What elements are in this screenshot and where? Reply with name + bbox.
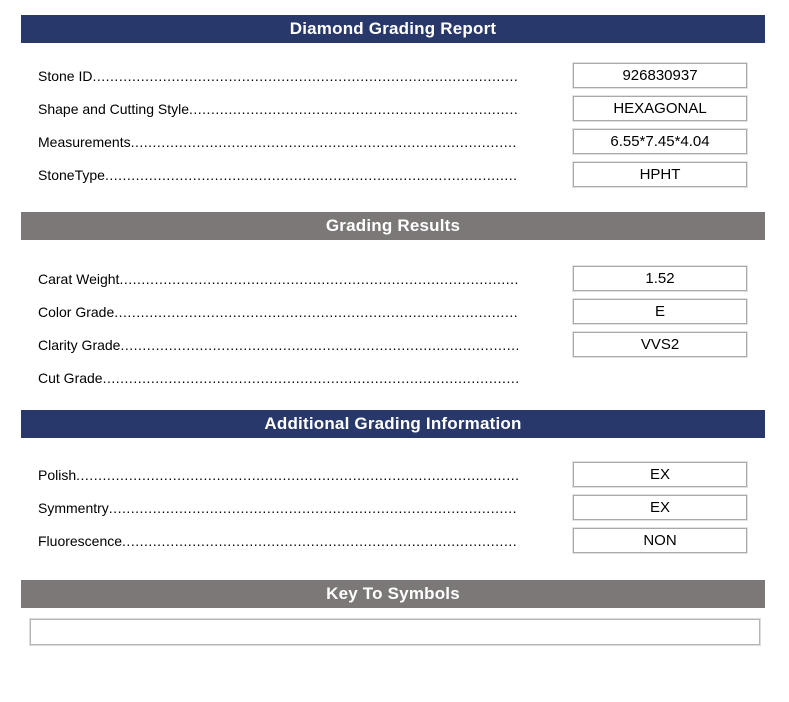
carat-weight-value-box[interactable]: 1.52 <box>572 265 748 292</box>
shape-cutting-style-value-box[interactable]: HEXAGONAL <box>572 95 748 122</box>
dotted-leader: ........................................… <box>120 336 518 353</box>
section-header-additional-grading-information: Additional Grading Information <box>21 410 765 438</box>
measurements-label: Measurements <box>38 133 131 150</box>
clarity-grade-label: Clarity Grade <box>38 336 121 353</box>
stone-type-label: StoneType <box>38 166 105 183</box>
key-to-symbols-box[interactable] <box>29 618 761 646</box>
dotted-leader: ........................................… <box>119 270 518 287</box>
dotted-leader: ........................................… <box>130 133 518 150</box>
field-row-clarity-grade: Clarity Grade ..........................… <box>38 331 789 358</box>
field-row-cut-grade: Cut Grade ..............................… <box>38 365 789 390</box>
section-header-diamond-grading-report: Diamond Grading Report <box>21 15 765 43</box>
symmetry-value-box[interactable]: EX <box>572 494 748 521</box>
dotted-leader: ........................................… <box>92 67 518 84</box>
dotted-leader: ........................................… <box>76 466 518 483</box>
field-label-cell: StoneType ..............................… <box>38 167 518 183</box>
dotted-leader: ........................................… <box>102 369 518 386</box>
color-grade-label: Color Grade <box>38 303 115 320</box>
color-grade-value-box[interactable]: E <box>572 298 748 325</box>
cut-grade-label: Cut Grade <box>38 369 103 386</box>
symmetry-label: Symmentry <box>38 499 109 516</box>
section-rows-report-info: Stone ID ...............................… <box>0 62 789 188</box>
field-label-cell: Stone ID ...............................… <box>38 68 518 84</box>
field-row-measurements: Measurements ...........................… <box>38 128 789 155</box>
measurements-value-box[interactable]: 6.55*7.45*4.04 <box>572 128 748 155</box>
field-row-carat-weight: Carat Weight ...........................… <box>38 265 789 292</box>
fluorescence-label: Fluorescence <box>38 532 123 549</box>
field-label-cell: Color Grade ............................… <box>38 304 518 320</box>
dotted-leader: ........................................… <box>189 100 518 117</box>
field-row-fluorescence: Fluorescence ...........................… <box>38 527 789 554</box>
dotted-leader: ........................................… <box>122 532 518 549</box>
field-label-cell: Symmentry ..............................… <box>38 500 518 516</box>
field-label-cell: Cut Grade ..............................… <box>38 370 518 386</box>
field-label-cell: Measurements ...........................… <box>38 134 518 150</box>
field-label-cell: Shape and Cutting Style ................… <box>38 101 518 117</box>
field-label-cell: Carat Weight ...........................… <box>38 271 518 287</box>
section-header-grading-results: Grading Results <box>21 212 765 240</box>
stone-type-value-box[interactable]: HPHT <box>572 161 748 188</box>
clarity-grade-value-box[interactable]: VVS2 <box>572 331 748 358</box>
polish-label: Polish <box>38 466 77 483</box>
field-row-stone-type: StoneType ..............................… <box>38 161 789 188</box>
field-label-cell: Fluorescence ...........................… <box>38 533 518 549</box>
stone-id-label: Stone ID <box>38 67 93 84</box>
field-row-shape-cutting-style: Shape and Cutting Style ................… <box>38 95 789 122</box>
fluorescence-value-box[interactable]: NON <box>572 527 748 554</box>
field-label-cell: Clarity Grade ..........................… <box>38 337 518 353</box>
field-row-color-grade: Color Grade ............................… <box>38 298 789 325</box>
field-row-symmetry: Symmentry ..............................… <box>38 494 789 521</box>
carat-weight-label: Carat Weight <box>38 270 120 287</box>
section-rows-grading-results: Carat Weight ...........................… <box>0 265 789 390</box>
field-row-polish: Polish .................................… <box>38 461 789 488</box>
stone-id-value-box[interactable]: 926830937 <box>572 62 748 89</box>
polish-value-box[interactable]: EX <box>572 461 748 488</box>
section-header-key-to-symbols: Key To Symbols <box>21 580 765 608</box>
dotted-leader: ........................................… <box>108 499 518 516</box>
section-rows-additional-info: Polish .................................… <box>0 461 789 554</box>
dotted-leader: ........................................… <box>114 303 518 320</box>
dotted-leader: ........................................… <box>104 166 518 183</box>
field-row-stone-id: Stone ID ...............................… <box>38 62 789 89</box>
field-label-cell: Polish .................................… <box>38 467 518 483</box>
shape-cutting-style-label: Shape and Cutting Style <box>38 100 189 117</box>
